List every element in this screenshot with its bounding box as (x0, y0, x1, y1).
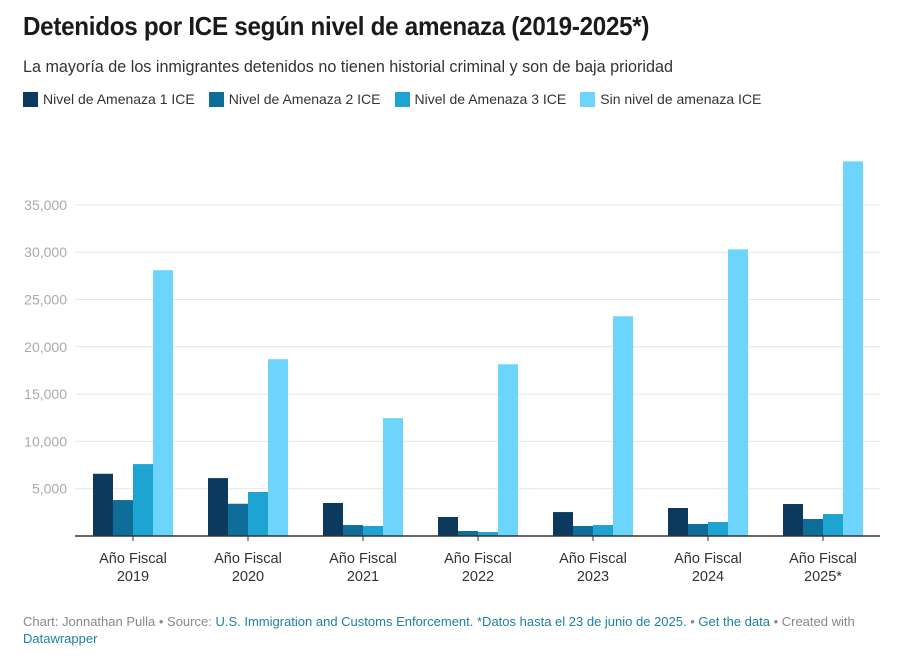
bar (803, 518, 823, 536)
footer: Chart: Jonnathan Pulla • Source: U.S. Im… (23, 613, 883, 647)
bar (688, 523, 708, 536)
x-category-label: Año Fiscal (444, 551, 512, 567)
bar (383, 418, 403, 536)
bar (458, 530, 478, 536)
bar (343, 525, 363, 536)
bar (478, 532, 498, 536)
y-tick-label: 5,000 (32, 481, 67, 497)
bar (593, 525, 613, 536)
y-tick-label: 20,000 (24, 339, 67, 355)
bar (823, 514, 843, 536)
bar (363, 525, 383, 536)
bar (613, 316, 633, 536)
bar (843, 161, 863, 536)
y-tick-label: 10,000 (24, 433, 67, 449)
chart-subtitle: La mayoría de los inmigrantes detenidos … (23, 57, 673, 76)
bar (668, 507, 688, 536)
legend: Nivel de Amenaza 1 ICE Nivel de Amenaza … (23, 91, 761, 107)
y-tick-label: 35,000 (24, 197, 67, 213)
x-category-label: Año Fiscal (99, 551, 167, 567)
chart-title: Detenidos por ICE según nivel de amenaza… (23, 11, 650, 41)
x-category-label: 2022 (462, 569, 494, 585)
bar (248, 492, 268, 536)
x-category-label: 2024 (692, 569, 724, 585)
bar (728, 249, 748, 536)
bar (208, 478, 228, 536)
legend-item-no-level: Sin nivel de amenaza ICE (580, 91, 761, 107)
bar (153, 270, 173, 536)
source-link[interactable]: U.S. Immigration and Customs Enforcement… (215, 614, 687, 629)
bar (553, 512, 573, 536)
get-data-link[interactable]: Get the data (698, 614, 770, 629)
bar (268, 359, 288, 536)
legend-label: Nivel de Amenaza 1 ICE (43, 91, 195, 107)
bar (323, 502, 343, 536)
bar (93, 473, 113, 536)
footer-credit: Chart: Jonnathan Pulla • Source: (23, 614, 216, 629)
x-category-label: 2023 (577, 569, 609, 585)
bar (498, 364, 518, 536)
x-category-label: Año Fiscal (674, 551, 742, 567)
y-tick-label: 25,000 (24, 292, 67, 308)
x-category-label: Año Fiscal (789, 551, 857, 567)
x-category-label: Año Fiscal (559, 551, 627, 567)
bar (133, 464, 153, 536)
x-category-label: 2019 (117, 569, 149, 585)
legend-swatch (580, 91, 596, 107)
legend-swatch (23, 91, 38, 107)
legend-item-level-1: Nivel de Amenaza 1 ICE (23, 91, 195, 107)
bar (783, 504, 803, 536)
legend-label: Nivel de Amenaza 3 ICE (414, 91, 567, 107)
x-category-label: Año Fiscal (329, 551, 397, 567)
x-category-label: 2020 (232, 569, 264, 585)
bar (113, 500, 133, 536)
legend-label: Sin nivel de amenaza ICE (600, 91, 762, 107)
legend-swatch (208, 91, 224, 107)
datawrapper-link[interactable]: Datawrapper (23, 631, 98, 646)
legend-item-level-2: Nivel de Amenaza 2 ICE (208, 91, 381, 107)
x-category-label: 2021 (347, 569, 379, 585)
legend-item-level-3: Nivel de Amenaza 3 ICE (394, 91, 567, 107)
y-tick-label: 15,000 (24, 386, 67, 402)
bar-chart: 5,000 10,000 15,000 20,000 25,000 30,000 35,00… (24, 161, 880, 585)
bar (228, 503, 248, 536)
bar (708, 521, 728, 536)
footer-separator: • (686, 614, 699, 629)
legend-swatch (394, 91, 410, 107)
legend-label: Nivel de Amenaza 2 ICE (228, 91, 381, 107)
y-tick-label: 30,000 (24, 244, 67, 260)
x-category-label: Año Fiscal (214, 551, 282, 567)
footer-created-with: • Created with (769, 614, 855, 629)
x-category-label: 2025* (804, 569, 842, 585)
bar (573, 525, 593, 536)
bar (438, 516, 458, 536)
